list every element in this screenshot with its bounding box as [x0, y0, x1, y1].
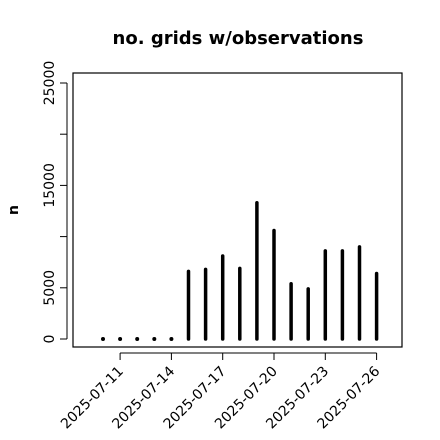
x-axis: 2025-07-112025-07-142025-07-172025-07-20… — [58, 352, 383, 432]
y-axis-label: n — [6, 205, 22, 215]
bar — [101, 337, 105, 341]
y-tick-label: 5000 — [42, 270, 58, 306]
bar — [118, 337, 123, 341]
y-tick-label: 15000 — [42, 163, 58, 208]
y-tick-label: 25000 — [42, 61, 58, 106]
y-axis: 0 5000 15000 25000 — [42, 61, 68, 344]
bar — [135, 337, 140, 341]
bar — [152, 337, 157, 341]
chart-title: no. grids w/observations — [113, 28, 364, 49]
plot-frame — [72, 72, 403, 348]
y-tick-label: 0 — [42, 335, 58, 344]
bars — [101, 201, 379, 341]
bar — [169, 337, 174, 341]
